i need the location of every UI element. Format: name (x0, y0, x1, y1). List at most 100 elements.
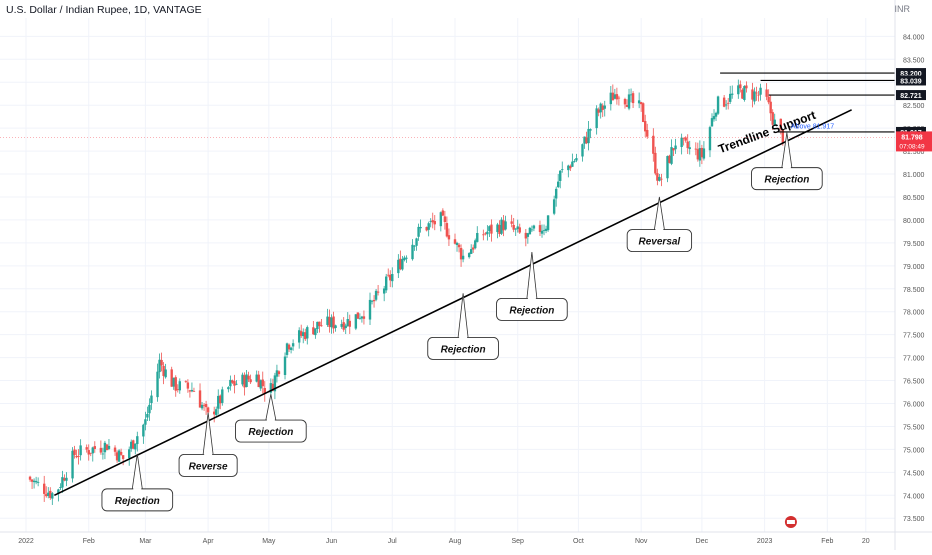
candle-body (297, 330, 301, 343)
candle-body (79, 445, 82, 456)
x-tick-label: Apr (203, 538, 215, 545)
candle-body (698, 148, 702, 161)
candle-body (134, 443, 137, 450)
candle-body (755, 92, 758, 94)
candle-body (686, 141, 689, 149)
candle-body (476, 232, 479, 242)
candle-body (146, 414, 149, 418)
candle-body (544, 228, 548, 231)
x-tick-label: Oct (573, 538, 584, 545)
candle-body (162, 365, 165, 376)
x-tick-label: 20 (862, 538, 870, 545)
candle-body (571, 161, 574, 167)
candle-body (641, 103, 645, 123)
candle-body (261, 379, 264, 387)
x-tick-label: Feb (821, 538, 833, 545)
candle-body (474, 240, 477, 249)
candle-body (666, 156, 669, 179)
candle-body (567, 165, 570, 171)
candle-body (765, 89, 768, 97)
callout-label: Reverse (189, 461, 228, 472)
candle-body (510, 221, 513, 224)
candle-body (184, 380, 188, 382)
candle-body (524, 232, 528, 239)
candle-body (403, 257, 406, 261)
callout-label: Rejection (509, 305, 554, 316)
candle-body (287, 344, 291, 350)
candle-body (639, 102, 643, 105)
candle-body (36, 482, 40, 483)
candle-body (397, 259, 400, 274)
candle-body (660, 178, 663, 180)
candle-body (190, 389, 194, 392)
candle-body (59, 487, 62, 488)
candle-body (603, 105, 606, 109)
candle-body (583, 136, 586, 144)
candle-body (453, 239, 457, 244)
candle-body (198, 390, 202, 408)
candle-body (722, 97, 726, 107)
candle-body (581, 144, 584, 157)
candle-body (575, 158, 578, 161)
y-tick-label: 80.500 (903, 195, 925, 202)
candle-body (188, 390, 192, 392)
candle-body (43, 483, 46, 494)
candle-body (767, 96, 770, 103)
time-axis[interactable]: 2022 Feb Mar Apr May Jun Jul Aug Sep Oct Nov Dec 202… (0, 516, 932, 545)
candle-body (419, 226, 422, 229)
candle-body (200, 404, 204, 409)
candle-body (654, 152, 657, 174)
candle-body (459, 247, 463, 260)
candle-body (247, 375, 250, 380)
candle-body (429, 221, 432, 222)
candle-body (259, 380, 262, 389)
candle-body (241, 374, 244, 385)
candle-body (212, 411, 216, 415)
candle-body (263, 388, 266, 394)
candle-body (779, 118, 782, 130)
countdown-label: 07:08:49 (899, 143, 925, 150)
level-label-bg (896, 68, 926, 79)
callout-label: Rejection (764, 175, 809, 186)
candle-body (271, 383, 275, 391)
candle-body (573, 161, 576, 162)
candle-body (415, 238, 418, 246)
candle-body (87, 450, 90, 455)
candle-body (334, 325, 337, 329)
candle-body (77, 456, 80, 458)
candle-body (344, 325, 347, 329)
candle-body (512, 224, 515, 230)
candle-body (587, 128, 590, 144)
candle-body (28, 476, 32, 480)
candle-body (158, 359, 161, 373)
candle-body (229, 379, 232, 387)
candle-body (257, 374, 260, 388)
candle-body (646, 129, 649, 137)
candle-body (680, 137, 683, 148)
level-label-bg (896, 90, 926, 101)
candle-body (269, 383, 273, 393)
candle-body (128, 449, 131, 459)
candle-body (500, 219, 503, 234)
candle-body (712, 116, 716, 120)
candle-body (486, 231, 489, 235)
candle-body (314, 328, 317, 336)
candle-body (217, 395, 220, 409)
candle-body (557, 181, 560, 188)
candle-body (172, 377, 175, 387)
y-tick-label: 76.500 (903, 379, 925, 386)
candle-body (342, 322, 345, 330)
candle-body (554, 188, 558, 199)
candle-body (204, 404, 208, 408)
candle-body (57, 489, 60, 494)
callout-label: Reversal (639, 237, 681, 248)
candle-body (708, 127, 712, 151)
x-tick-label: 2023 (757, 538, 773, 545)
candle-body (757, 94, 760, 96)
candle-body (528, 227, 532, 235)
price-axis[interactable]: 73.500 74.000 74.500 75.000 75.500 76.000 76.5… (894, 0, 932, 550)
event-flag-icon-stripe (786, 520, 795, 524)
candle-body (346, 319, 349, 327)
